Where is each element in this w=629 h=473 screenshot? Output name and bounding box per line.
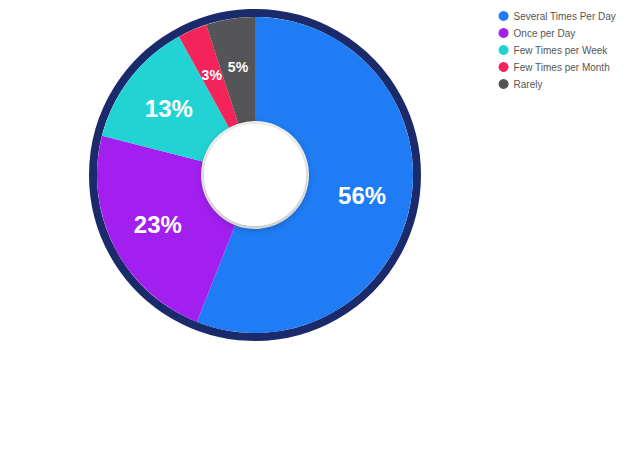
svg-text:Few Times per Month: Few Times per Month bbox=[514, 62, 610, 73]
svg-text:13%: 13% bbox=[145, 95, 193, 122]
svg-text:56%: 56% bbox=[338, 182, 386, 209]
svg-text:Few Times per Week: Few Times per Week bbox=[514, 45, 609, 56]
svg-text:5%: 5% bbox=[228, 59, 249, 75]
svg-text:3%: 3% bbox=[202, 67, 223, 83]
svg-text:Once per Day: Once per Day bbox=[514, 28, 576, 39]
svg-text:Several Times Per Day: Several Times Per Day bbox=[514, 11, 616, 22]
svg-text:23%: 23% bbox=[134, 211, 182, 238]
svg-text:Rarely: Rarely bbox=[514, 79, 543, 90]
